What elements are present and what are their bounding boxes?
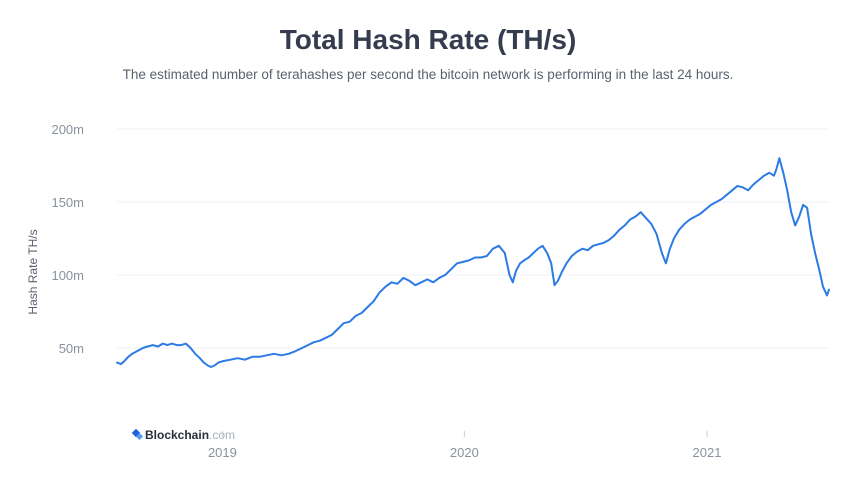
chart-subtitle: The estimated number of terahashes per s… [122, 67, 734, 82]
watermark-brand: Blockchain [145, 428, 209, 442]
y-tick-label-50m: 50m [59, 341, 84, 356]
svg-text:Blockchain.com: Blockchain.com [145, 428, 235, 442]
x-tick-label-2020: 2020 [450, 445, 479, 460]
x-tick-label-2021: 2021 [693, 445, 722, 460]
blockchain-watermark: Blockchain.com [131, 428, 235, 442]
y-tick-label-100m: 100m [51, 268, 84, 283]
chart-title: Total Hash Rate (TH/s) [279, 24, 577, 55]
grid-lines [117, 128, 829, 349]
x-axis-ticks: 2019 2020 2021 [208, 431, 722, 460]
y-tick-label-150m: 150m [51, 195, 84, 210]
y-axis-label: Hash Rate TH/s [26, 229, 40, 314]
watermark-suffix: .com [209, 428, 235, 442]
hash-rate-series-line [116, 157, 830, 368]
x-tick-label-2019: 2019 [208, 445, 237, 460]
y-tick-label-200m: 200m [51, 122, 84, 137]
y-axis-ticks: 50m 100m 150m 200m [51, 122, 84, 356]
blockchain-logo-icon [131, 428, 144, 441]
